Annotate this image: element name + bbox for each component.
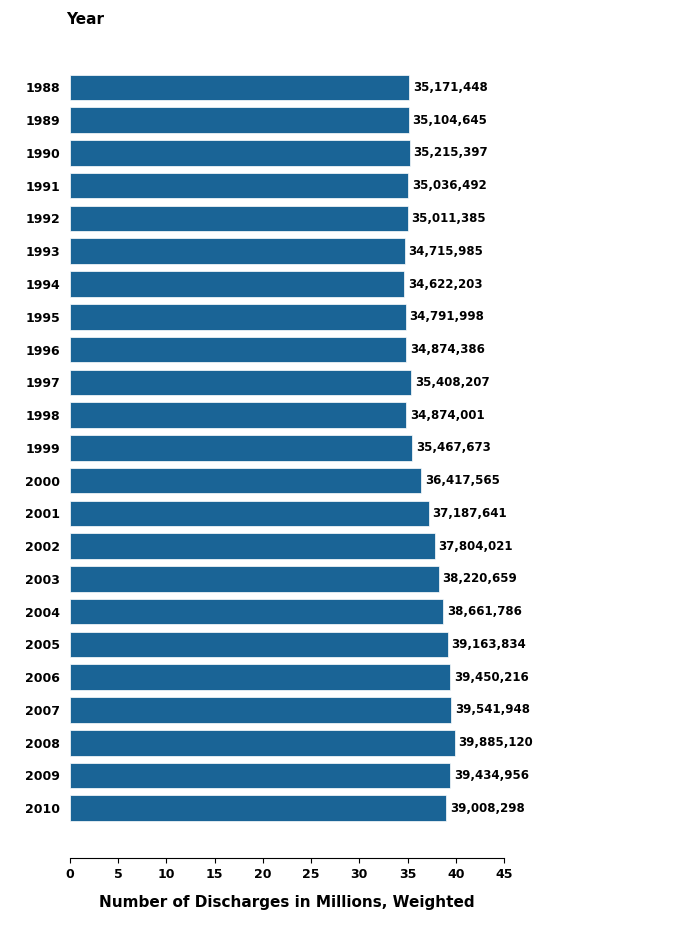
- Text: 39,541,948: 39,541,948: [455, 703, 530, 717]
- Bar: [70, 566, 439, 592]
- Text: 35,104,645: 35,104,645: [412, 114, 487, 127]
- Bar: [70, 697, 452, 723]
- Text: 38,220,659: 38,220,659: [442, 573, 517, 585]
- Bar: [70, 140, 410, 166]
- Bar: [70, 664, 451, 690]
- Bar: [70, 730, 455, 756]
- Bar: [70, 762, 450, 788]
- Bar: [70, 599, 443, 624]
- Bar: [70, 205, 407, 231]
- Text: 39,163,834: 39,163,834: [452, 638, 526, 651]
- Text: 35,467,673: 35,467,673: [416, 441, 491, 454]
- Bar: [70, 173, 408, 199]
- Text: 34,874,001: 34,874,001: [410, 409, 485, 422]
- X-axis label: Number of Discharges in Millions, Weighted: Number of Discharges in Millions, Weight…: [99, 895, 475, 910]
- Bar: [70, 75, 410, 100]
- Text: 35,036,492: 35,036,492: [412, 179, 486, 192]
- Bar: [70, 107, 409, 133]
- Bar: [70, 337, 406, 362]
- Text: 39,434,956: 39,434,956: [454, 769, 529, 782]
- Text: 39,008,298: 39,008,298: [450, 801, 525, 815]
- Text: 37,187,641: 37,187,641: [433, 507, 507, 520]
- Bar: [70, 534, 435, 559]
- Bar: [70, 632, 448, 657]
- Bar: [70, 402, 406, 428]
- Bar: [70, 272, 404, 297]
- Text: 35,408,207: 35,408,207: [415, 376, 490, 389]
- Text: 39,450,216: 39,450,216: [454, 671, 529, 684]
- Bar: [70, 501, 428, 526]
- Text: 34,874,386: 34,874,386: [410, 343, 485, 356]
- Text: 34,715,985: 34,715,985: [409, 244, 484, 258]
- Text: 35,011,385: 35,011,385: [412, 212, 486, 225]
- Bar: [70, 369, 412, 395]
- Text: 34,622,203: 34,622,203: [408, 277, 482, 290]
- Text: 35,215,397: 35,215,397: [414, 146, 488, 160]
- Text: 34,791,998: 34,791,998: [410, 311, 484, 323]
- Text: 39,885,120: 39,885,120: [458, 736, 533, 749]
- Text: 35,171,448: 35,171,448: [413, 81, 488, 94]
- Bar: [70, 467, 421, 494]
- Text: Year: Year: [66, 12, 104, 27]
- Bar: [70, 796, 446, 821]
- Text: 38,661,786: 38,661,786: [447, 606, 522, 619]
- Text: 37,804,021: 37,804,021: [438, 539, 513, 552]
- Bar: [70, 435, 412, 461]
- Bar: [70, 239, 405, 264]
- Bar: [70, 304, 405, 329]
- Text: 36,417,565: 36,417,565: [425, 474, 500, 487]
